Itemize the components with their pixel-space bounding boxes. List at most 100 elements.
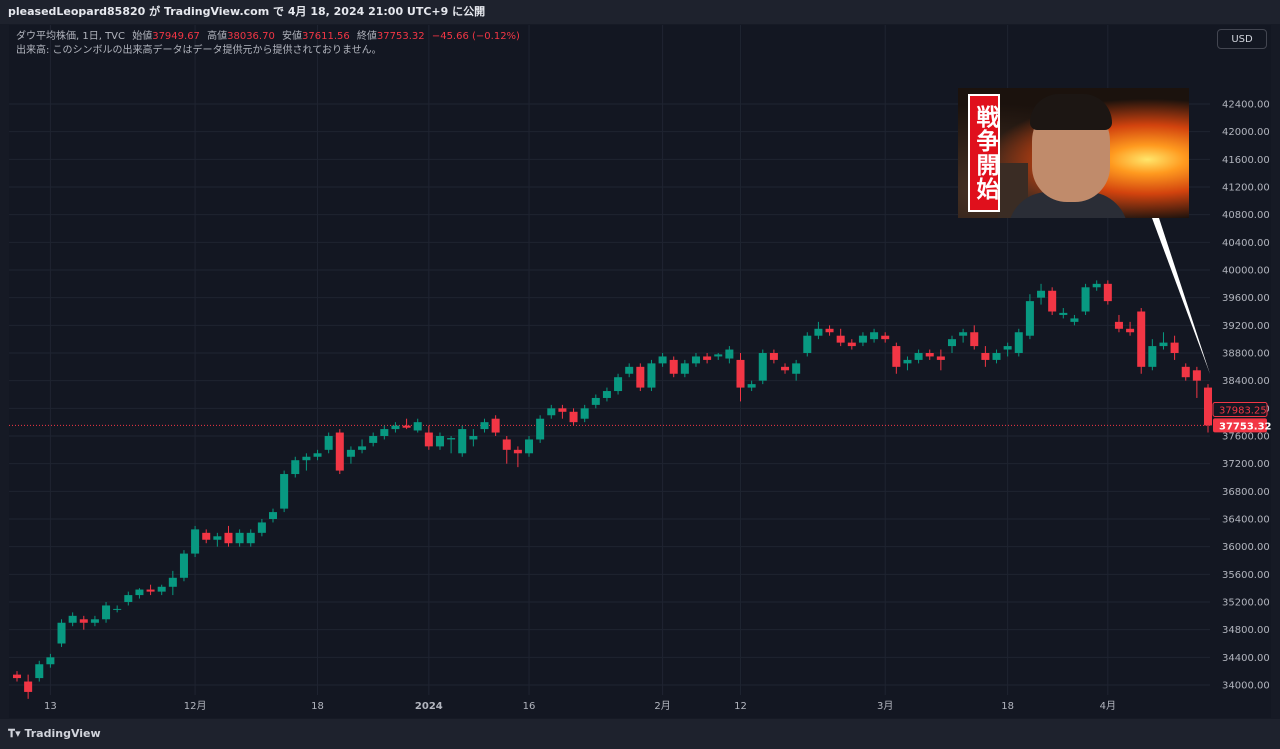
- upper-price-badge-text: 37983.25: [1219, 405, 1267, 416]
- low-label: 安値: [282, 31, 303, 42]
- price-tick-label: 40400.00: [1222, 238, 1270, 249]
- price-tick-label: 35600.00: [1222, 570, 1270, 581]
- candle-body: [57, 622, 66, 644]
- candle-body: [680, 363, 689, 374]
- candle-body: [1114, 321, 1123, 329]
- candle-body: [647, 363, 656, 388]
- close-label: 終値: [356, 31, 377, 42]
- time-axis-labels: 13 12月 18 2024 16 2月 12 3月 18 4月: [44, 700, 1116, 712]
- high-label: 高値: [207, 31, 228, 42]
- price-tick-label: 38800.00: [1222, 349, 1270, 360]
- candle-body: [1025, 301, 1034, 336]
- candle-body: [280, 474, 289, 509]
- close-value: 37753.32: [376, 31, 425, 42]
- candle-body: [246, 532, 255, 544]
- candle-body: [257, 522, 266, 533]
- candle-body: [213, 536, 222, 540]
- price-tick-label: 40000.00: [1222, 266, 1270, 277]
- volume-note: 出来高: このシンボルの出来高データはデータ提供元から提供されておりません。: [16, 45, 382, 56]
- candle-body: [1059, 312, 1068, 315]
- currency-button[interactable]: USD: [1217, 29, 1267, 49]
- time-tick-label: 2024: [415, 701, 443, 712]
- candle-body: [513, 449, 522, 454]
- candle-body: [469, 436, 478, 440]
- candle-body: [102, 605, 111, 620]
- tradingview-logo-text: TradingView: [24, 727, 101, 740]
- time-tick-label: 13: [44, 701, 57, 712]
- upper-price-badge: [1212, 401, 1268, 417]
- candle-body: [179, 553, 188, 578]
- price-tick-label: 36400.00: [1222, 515, 1270, 526]
- candles: [12, 280, 1213, 699]
- price-badges: 37983.25 37753.32: [1212, 401, 1272, 433]
- candle-body: [981, 353, 990, 360]
- candle-body: [157, 586, 166, 592]
- candle-body: [714, 354, 723, 357]
- candle-body: [558, 408, 567, 412]
- candle-body: [1003, 346, 1012, 350]
- candle-body: [113, 608, 122, 610]
- price-axis-labels: 34000.00 34400.00 34800.00 35200.00 35600.00…: [1222, 100, 1270, 692]
- high-value: 38036.70: [227, 31, 275, 42]
- candle-body: [480, 422, 489, 430]
- tradingview-logo[interactable]: 𝐓▾ TradingView: [8, 719, 101, 749]
- candle-body: [1081, 287, 1090, 312]
- price-tick-label: 37600.00: [1222, 432, 1270, 443]
- low-value: 37611.56: [302, 31, 350, 42]
- candle-body: [79, 619, 88, 623]
- candle-body: [146, 589, 155, 592]
- candle-body: [792, 363, 801, 374]
- candle-body: [413, 422, 422, 431]
- candle-body: [502, 439, 511, 450]
- candle-body: [1181, 366, 1190, 378]
- candle-body: [191, 529, 200, 554]
- symbol-label: ダウ平均株価, 1日, TVC: [16, 31, 126, 42]
- candle-body: [346, 449, 355, 457]
- price-tick-label: 39200.00: [1222, 321, 1270, 332]
- thumbnail-banner: 戦争開始: [968, 94, 1000, 212]
- candle-body: [202, 532, 211, 540]
- candle-body: [1137, 311, 1146, 367]
- change-value: −45.66 (−0.12%): [431, 31, 520, 42]
- thumbnail-pointer: [1152, 218, 1210, 374]
- candle-body: [35, 664, 44, 679]
- candle-body: [1192, 370, 1201, 381]
- candle-body: [458, 429, 467, 454]
- candle-body: [369, 436, 378, 443]
- candle-body: [970, 332, 979, 347]
- candle-body: [781, 366, 790, 371]
- candle-body: [614, 377, 623, 392]
- candle-body: [1203, 387, 1213, 426]
- candle-body: [313, 453, 322, 457]
- candle-body: [1014, 332, 1023, 353]
- candle-body: [947, 339, 956, 347]
- candle-body: [135, 589, 144, 596]
- price-tick-label: 41200.00: [1222, 183, 1270, 194]
- candle-body: [1070, 318, 1079, 322]
- price-tick-label: 41600.00: [1222, 155, 1270, 166]
- candle-body: [1126, 328, 1135, 333]
- time-tick-label: 2月: [654, 700, 670, 712]
- time-tick-label: 4月: [1100, 700, 1116, 712]
- candle-body: [302, 456, 311, 461]
- time-tick-label: 18: [311, 701, 324, 712]
- candle-body: [992, 353, 1001, 360]
- time-tick-label: 3月: [877, 700, 893, 712]
- candle-body: [825, 328, 834, 333]
- candle-body: [335, 432, 344, 471]
- candle-body: [591, 397, 600, 405]
- candle-body: [881, 335, 890, 340]
- candle-body: [358, 446, 367, 450]
- candle-body: [291, 460, 300, 475]
- candle-body: [736, 359, 745, 388]
- time-tick-label: 12月: [184, 700, 207, 712]
- candle-body: [892, 346, 901, 367]
- candle-body: [836, 335, 845, 343]
- price-tick-label: 34400.00: [1222, 653, 1270, 664]
- candle-body: [402, 425, 411, 428]
- candle-body: [12, 674, 22, 679]
- tradingview-icon: 𝐓▾: [8, 727, 21, 740]
- price-tick-label: 34000.00: [1222, 681, 1270, 692]
- candle-body: [814, 328, 823, 336]
- footer-bar: 𝐓▾ TradingView: [0, 719, 1280, 749]
